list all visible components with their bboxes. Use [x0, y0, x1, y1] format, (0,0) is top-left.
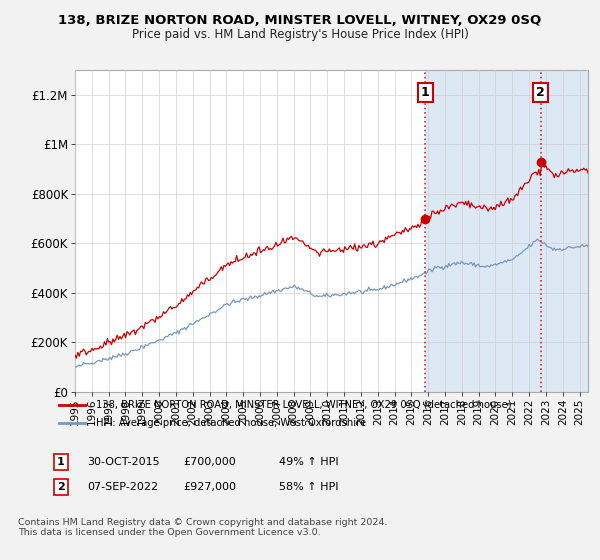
Text: 2: 2 — [57, 482, 65, 492]
Text: 07-SEP-2022: 07-SEP-2022 — [87, 482, 158, 492]
Text: 1: 1 — [421, 86, 430, 99]
Text: HPI: Average price, detached house, West Oxfordshire: HPI: Average price, detached house, West… — [95, 418, 365, 428]
Text: Price paid vs. HM Land Registry's House Price Index (HPI): Price paid vs. HM Land Registry's House … — [131, 28, 469, 41]
Text: Contains HM Land Registry data © Crown copyright and database right 2024.
This d: Contains HM Land Registry data © Crown c… — [18, 518, 388, 538]
Text: 138, BRIZE NORTON ROAD, MINSTER LOVELL, WITNEY, OX29 0SQ: 138, BRIZE NORTON ROAD, MINSTER LOVELL, … — [58, 14, 542, 27]
Text: 2: 2 — [536, 86, 545, 99]
Text: £927,000: £927,000 — [183, 482, 236, 492]
Text: 30-OCT-2015: 30-OCT-2015 — [87, 457, 160, 467]
Text: 1: 1 — [57, 457, 65, 467]
Bar — [425, 70, 541, 392]
Text: £700,000: £700,000 — [183, 457, 236, 467]
Text: 58% ↑ HPI: 58% ↑ HPI — [279, 482, 338, 492]
Text: 138, BRIZE NORTON ROAD, MINSTER LOVELL, WITNEY, OX29 0SQ (detached house): 138, BRIZE NORTON ROAD, MINSTER LOVELL, … — [95, 400, 511, 410]
Bar — [541, 70, 588, 392]
Text: 49% ↑ HPI: 49% ↑ HPI — [279, 457, 338, 467]
